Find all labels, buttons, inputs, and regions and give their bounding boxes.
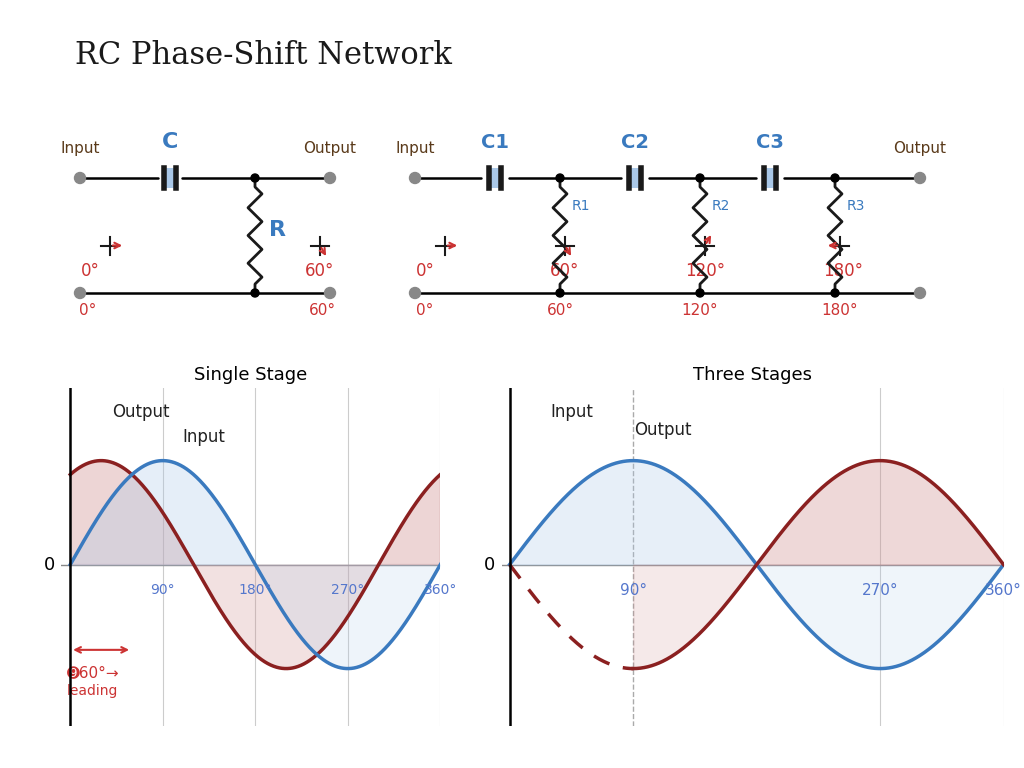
Text: Output: Output xyxy=(634,421,691,439)
Bar xyxy=(164,168,176,188)
Text: 90°: 90° xyxy=(620,584,647,598)
Text: R2: R2 xyxy=(712,199,730,213)
Circle shape xyxy=(831,174,839,182)
Circle shape xyxy=(251,289,259,297)
Text: C2: C2 xyxy=(621,133,649,152)
Bar xyxy=(629,168,641,188)
Text: 60°: 60° xyxy=(308,303,336,318)
Circle shape xyxy=(410,287,421,299)
Text: 270°: 270° xyxy=(862,584,898,598)
Circle shape xyxy=(831,289,839,297)
Text: C1: C1 xyxy=(481,133,509,152)
Circle shape xyxy=(696,174,705,182)
Title: Three Stages: Three Stages xyxy=(693,366,812,383)
Text: 0°: 0° xyxy=(81,261,99,280)
Text: Output: Output xyxy=(303,141,356,156)
Circle shape xyxy=(325,287,336,299)
Text: 0°: 0° xyxy=(417,303,434,318)
Circle shape xyxy=(914,287,926,299)
Circle shape xyxy=(251,174,259,182)
Circle shape xyxy=(914,173,926,184)
Circle shape xyxy=(325,173,336,184)
Text: 360°: 360° xyxy=(424,584,457,598)
Text: 0°: 0° xyxy=(416,261,434,280)
Text: 360°: 360° xyxy=(985,584,1022,598)
Text: C: C xyxy=(162,132,178,152)
Text: 0: 0 xyxy=(484,555,496,574)
Text: 180°: 180° xyxy=(239,584,272,598)
Circle shape xyxy=(696,289,705,297)
Text: R3: R3 xyxy=(847,199,865,213)
Text: Input: Input xyxy=(182,428,225,446)
Text: Output: Output xyxy=(112,403,169,421)
Text: R1: R1 xyxy=(572,199,591,213)
Text: 120°: 120° xyxy=(685,261,725,280)
Text: Input: Input xyxy=(395,141,435,156)
Circle shape xyxy=(556,174,564,182)
Text: 270°: 270° xyxy=(331,584,365,598)
Text: 120°: 120° xyxy=(682,303,718,318)
Text: ➒60°→: ➒60°→ xyxy=(67,665,120,680)
Text: 180°: 180° xyxy=(821,303,858,318)
Text: Input: Input xyxy=(60,141,99,156)
Circle shape xyxy=(75,287,85,299)
Text: 90°: 90° xyxy=(151,584,175,598)
Text: 60°: 60° xyxy=(547,303,573,318)
Text: R: R xyxy=(269,220,286,240)
Text: C3: C3 xyxy=(756,133,784,152)
Text: 60°: 60° xyxy=(550,261,580,280)
Circle shape xyxy=(75,173,85,184)
Text: 0: 0 xyxy=(44,555,55,574)
Text: leading: leading xyxy=(67,684,118,698)
Bar xyxy=(489,168,501,188)
Bar xyxy=(764,168,776,188)
Text: RC Phase-Shift Network: RC Phase-Shift Network xyxy=(75,40,452,71)
Title: Single Stage: Single Stage xyxy=(195,366,307,383)
Text: 180°: 180° xyxy=(823,261,863,280)
Text: 0°: 0° xyxy=(79,303,96,318)
Circle shape xyxy=(410,173,421,184)
Text: Output: Output xyxy=(894,141,946,156)
Text: 60°: 60° xyxy=(305,261,335,280)
Text: Input: Input xyxy=(550,403,593,421)
Circle shape xyxy=(556,289,564,297)
